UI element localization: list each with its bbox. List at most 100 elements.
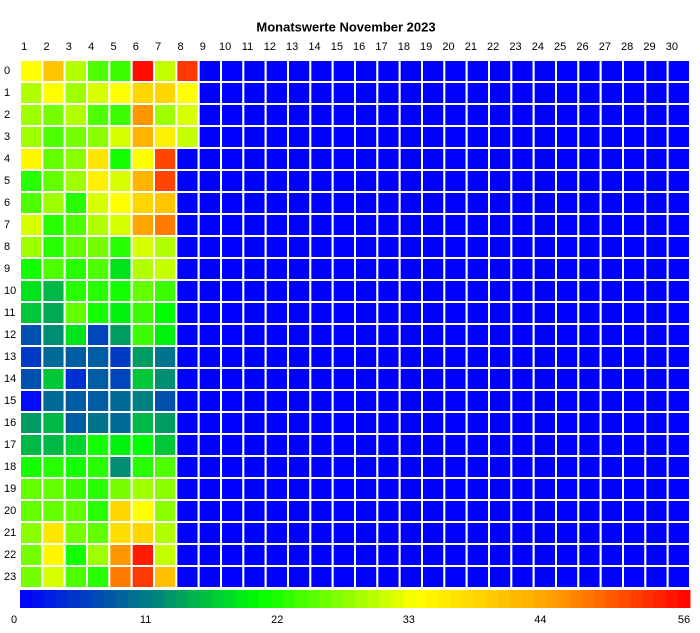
heat-cell (510, 103, 535, 127)
heat-cell (86, 477, 111, 501)
colorbar-block (486, 590, 500, 608)
heat-cell (41, 81, 66, 105)
heat-cell (376, 103, 401, 127)
heat-cell (376, 301, 401, 325)
heat-cell (376, 433, 401, 457)
heat-cell (421, 169, 446, 193)
heat-cell (175, 125, 200, 149)
heat-cell (666, 81, 692, 105)
heat-cell (577, 235, 602, 259)
heat-cell (532, 235, 558, 259)
heat-cell (599, 59, 625, 83)
heat-cell (443, 257, 468, 281)
heat-cell (577, 147, 602, 171)
heat-cell (666, 411, 692, 435)
y-tick-label: 8 (4, 241, 10, 253)
heat-cell (577, 81, 602, 105)
heat-cell (108, 345, 133, 369)
heat-cell (666, 367, 692, 391)
heat-cell (153, 411, 178, 435)
heat-cell (443, 389, 468, 413)
y-tick-label: 16 (4, 417, 16, 429)
heat-cell (421, 81, 446, 105)
heat-cell (599, 521, 625, 545)
heat-cell (555, 103, 580, 127)
heat-cell (465, 345, 490, 369)
x-tick-label: 25 (554, 41, 566, 53)
heat-cell (488, 521, 513, 545)
heat-cell (555, 499, 580, 523)
heat-cell (264, 279, 289, 303)
y-tick-label: 7 (4, 219, 10, 231)
heat-cell (331, 411, 356, 435)
heat-cell (130, 147, 156, 171)
heat-cell (354, 543, 379, 567)
heat-cell (242, 433, 267, 457)
heat-cell (510, 411, 535, 435)
heat-cell (599, 543, 625, 567)
heat-cell (130, 389, 156, 413)
heat-cell (197, 257, 223, 281)
heat-cell (19, 103, 44, 127)
heat-cell (331, 235, 356, 259)
heat-cell (622, 147, 647, 171)
heat-cell (331, 257, 356, 281)
heat-cell (376, 499, 401, 523)
heat-cell (421, 477, 446, 501)
heat-cell (354, 191, 379, 215)
heat-cell (644, 301, 669, 325)
heat-cell (220, 279, 245, 303)
heat-cell (622, 103, 647, 127)
heat-cell (510, 213, 535, 237)
heat-cell (398, 59, 423, 83)
heat-cell (242, 191, 267, 215)
heat-cell (465, 521, 490, 545)
heat-cell (421, 345, 446, 369)
heat-cell (599, 125, 625, 149)
colorbar-block (390, 590, 404, 608)
heat-cell (465, 213, 490, 237)
heat-cell (421, 213, 446, 237)
heat-cell (130, 367, 156, 391)
colorbar-block (498, 590, 512, 608)
heat-cell (555, 257, 580, 281)
heat-cell (41, 279, 66, 303)
colorbar-block (414, 590, 428, 608)
heat-cell (599, 433, 625, 457)
heat-cell (63, 257, 88, 281)
heat-cell (510, 59, 535, 83)
heat-cell (19, 323, 44, 347)
heat-cell (354, 323, 379, 347)
heat-cell (309, 301, 334, 325)
heat-cell (264, 103, 289, 127)
colorbar-block (546, 590, 559, 608)
heat-cell (41, 103, 66, 127)
heat-cell (599, 499, 625, 523)
heat-cell (19, 191, 44, 215)
heat-cell (577, 367, 602, 391)
heat-cell (287, 323, 312, 347)
heat-cell (465, 191, 490, 215)
colorbar-block (474, 590, 488, 608)
heat-cell (63, 565, 88, 589)
heat-cell (577, 301, 602, 325)
colorbar-block (402, 590, 416, 608)
heat-cell (421, 565, 446, 589)
heat-cell (532, 477, 558, 501)
colorbar-block (558, 590, 571, 608)
heat-cell (63, 147, 88, 171)
heat-cell (264, 455, 289, 479)
x-tick-label: 14 (308, 41, 320, 53)
heat-cell (19, 235, 44, 259)
colorbar-block (283, 590, 296, 608)
heat-cell (19, 279, 44, 303)
heat-cell (86, 81, 111, 105)
heat-cell (555, 543, 580, 567)
x-tick-label: 1 (21, 41, 27, 53)
heat-cell (197, 499, 223, 523)
heat-cell (41, 499, 66, 523)
x-tick-label: 6 (133, 41, 139, 53)
heat-cell (63, 455, 88, 479)
colorbar-block (331, 590, 344, 608)
heat-cell (63, 191, 88, 215)
